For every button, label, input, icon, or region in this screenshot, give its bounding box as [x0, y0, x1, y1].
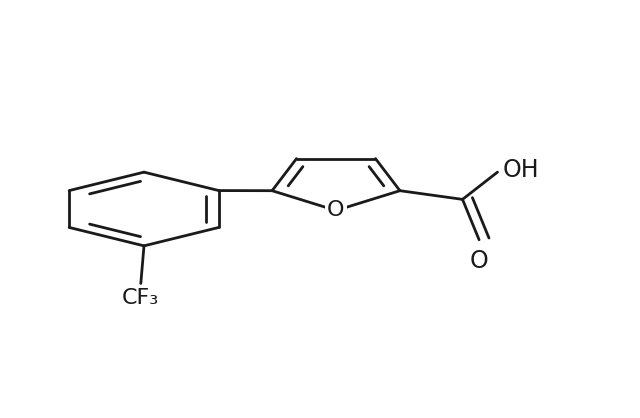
- Text: OH: OH: [502, 158, 540, 182]
- Text: O: O: [327, 201, 345, 221]
- Text: CF₃: CF₃: [122, 288, 159, 308]
- Text: O: O: [470, 249, 488, 273]
